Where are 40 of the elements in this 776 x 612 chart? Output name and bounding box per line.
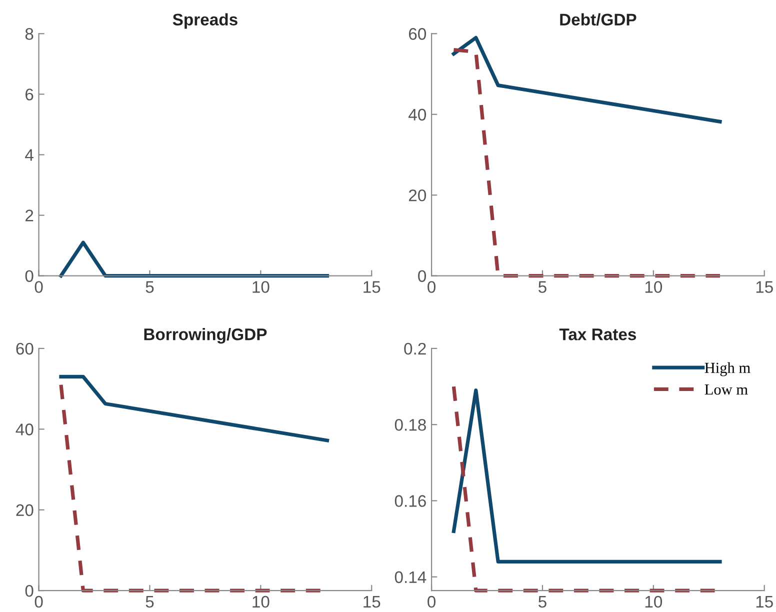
- x-tick-label: 0: [428, 596, 436, 608]
- x-tick-label: 15: [364, 596, 380, 608]
- x-tick-label: 10: [645, 596, 662, 608]
- y-tick-label: 0.2: [404, 342, 426, 355]
- x-tick-label: 5: [538, 596, 546, 608]
- line-series: [452, 36, 722, 124]
- y-tick-label: 0.18: [394, 418, 426, 431]
- chart-title: Spreads: [172, 13, 238, 29]
- x-tick-label: 10: [252, 596, 270, 608]
- y-tick-label: 0: [25, 584, 34, 597]
- x-tick-label: 5: [146, 596, 154, 608]
- x-tick-label: 0: [34, 596, 43, 608]
- chart-title: Borrowing/GDP: [144, 328, 267, 344]
- y-tick-label: 40: [408, 108, 426, 121]
- y-tick-label: 60: [408, 28, 426, 40]
- legend-label: Low m: [704, 384, 748, 395]
- y-tick-label: 20: [408, 189, 426, 202]
- chart-title: Tax Rates: [559, 328, 636, 340]
- x-tick-label: 0: [428, 281, 436, 293]
- x-tick-label: 15: [364, 281, 380, 293]
- y-tick-label: 2: [26, 210, 34, 222]
- x-tick-label: 10: [252, 281, 270, 293]
- chart-title: Debt/GDP: [560, 13, 636, 26]
- x-tick-label: 10: [645, 281, 662, 293]
- x-tick-label: 15: [756, 281, 773, 293]
- x-tick-label: 15: [756, 596, 773, 608]
- y-tick-label: 8: [25, 28, 34, 40]
- y-tick-label: 6: [26, 88, 34, 100]
- y-tick-label: 0: [25, 270, 34, 282]
- x-tick-label: 0: [34, 281, 43, 293]
- x-tick-label: 5: [146, 281, 154, 293]
- y-tick-label: 20: [16, 504, 34, 516]
- x-tick-label: 5: [538, 281, 546, 293]
- y-tick-label: 60: [16, 342, 34, 355]
- y-tick-label: 4: [25, 149, 34, 161]
- y-tick-label: 40: [16, 424, 34, 436]
- y-tick-label: 0.14: [394, 571, 426, 584]
- y-tick-label: 0.16: [394, 495, 426, 507]
- y-tick-label: 0: [418, 270, 426, 282]
- legend-label: High m: [704, 362, 750, 376]
